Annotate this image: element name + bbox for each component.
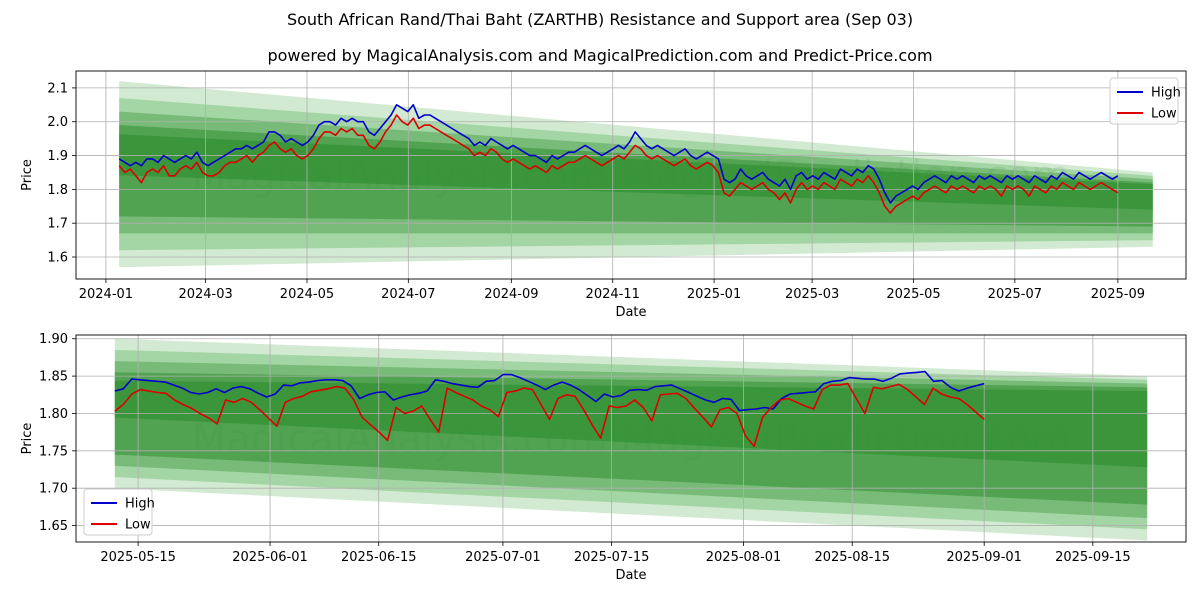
x-tick-label: 2025-06-01 bbox=[232, 550, 308, 565]
x-tick-label: 2024-01 bbox=[79, 287, 133, 302]
x-tick-label: 2025-01 bbox=[687, 287, 741, 302]
x-tick-label: 2024-05 bbox=[280, 287, 334, 302]
y-tick-label: 2.0 bbox=[47, 115, 68, 130]
y-tick-label: 1.85 bbox=[39, 370, 68, 385]
y-tick-label: 1.65 bbox=[39, 519, 68, 534]
high-series-line bbox=[114, 370, 985, 412]
x-tick-label: 2025-08-01 bbox=[706, 550, 782, 565]
y-tick-label: 1.90 bbox=[39, 332, 68, 347]
low-series-line bbox=[118, 114, 1119, 214]
chart-subtitle: powered by MagicalAnalysis.com and Magic… bbox=[267, 46, 933, 65]
legend-label-high: High bbox=[1151, 86, 1181, 101]
legend-label-high: High bbox=[125, 497, 155, 512]
forecast-band-group bbox=[119, 81, 1153, 268]
y-tick-label: 1.7 bbox=[47, 217, 68, 232]
x-tick-label: 2025-09-15 bbox=[1055, 550, 1131, 565]
x-tick-label: 2025-05-15 bbox=[100, 550, 176, 565]
x-tick-label: 2025-03 bbox=[785, 287, 839, 302]
y-tick-label: 1.70 bbox=[39, 482, 68, 497]
bottom-chart: MagicalAnalysis.com MagicalPrediction.co… bbox=[20, 332, 1187, 583]
y-tick-label: 1.75 bbox=[39, 444, 68, 459]
x-tick-label: 2025-07-01 bbox=[465, 550, 541, 565]
x-tick-label: 2025-07 bbox=[988, 287, 1042, 302]
high-series-line bbox=[118, 104, 1119, 204]
legend-label-low: Low bbox=[1151, 107, 1177, 122]
legend-label-low: Low bbox=[125, 518, 151, 533]
y-tick-label: 1.8 bbox=[47, 183, 68, 198]
x-axis-label: Date bbox=[615, 305, 646, 320]
legend: High Low bbox=[83, 488, 155, 536]
y-tick-label: 1.9 bbox=[47, 149, 68, 164]
y-tick-label: 2.1 bbox=[47, 81, 68, 96]
chart-title: South African Rand/Thai Baht (ZARTHB) Re… bbox=[286, 10, 914, 29]
forecast-band-group bbox=[114, 338, 1148, 541]
y-axis-label: Price bbox=[20, 159, 35, 191]
series-group bbox=[114, 370, 985, 448]
forecast-band-core bbox=[119, 134, 1153, 210]
x-tick-label: 2025-07-15 bbox=[574, 550, 650, 565]
series-group bbox=[118, 104, 1119, 214]
forecast-band-core bbox=[114, 380, 1148, 468]
y-tick-label: 1.6 bbox=[47, 251, 68, 266]
plot-frame bbox=[75, 334, 1187, 543]
x-tick-label: 2025-09-01 bbox=[946, 550, 1022, 565]
x-tick-label: 2025-05 bbox=[886, 287, 940, 302]
x-tick-label: 2025-09 bbox=[1091, 287, 1145, 302]
x-tick-label: 2025-08-15 bbox=[814, 550, 890, 565]
y-axis-label: Price bbox=[20, 423, 35, 455]
top-chart: MagicalAnalysis.com MagicalPrediction.co… bbox=[20, 70, 1187, 320]
x-tick-label: 2025-06-15 bbox=[341, 550, 417, 565]
x-tick-label: 2024-03 bbox=[178, 287, 232, 302]
x-tick-label: 2024-07 bbox=[381, 287, 435, 302]
legend: High Low bbox=[1109, 77, 1181, 125]
low-series-line bbox=[114, 382, 985, 448]
x-tick-label: 2024-11 bbox=[586, 287, 640, 302]
plot-frame bbox=[75, 70, 1187, 280]
x-tick-label: 2024-09 bbox=[484, 287, 538, 302]
x-axis-label: Date bbox=[615, 568, 646, 583]
y-tick-label: 1.80 bbox=[39, 407, 68, 422]
